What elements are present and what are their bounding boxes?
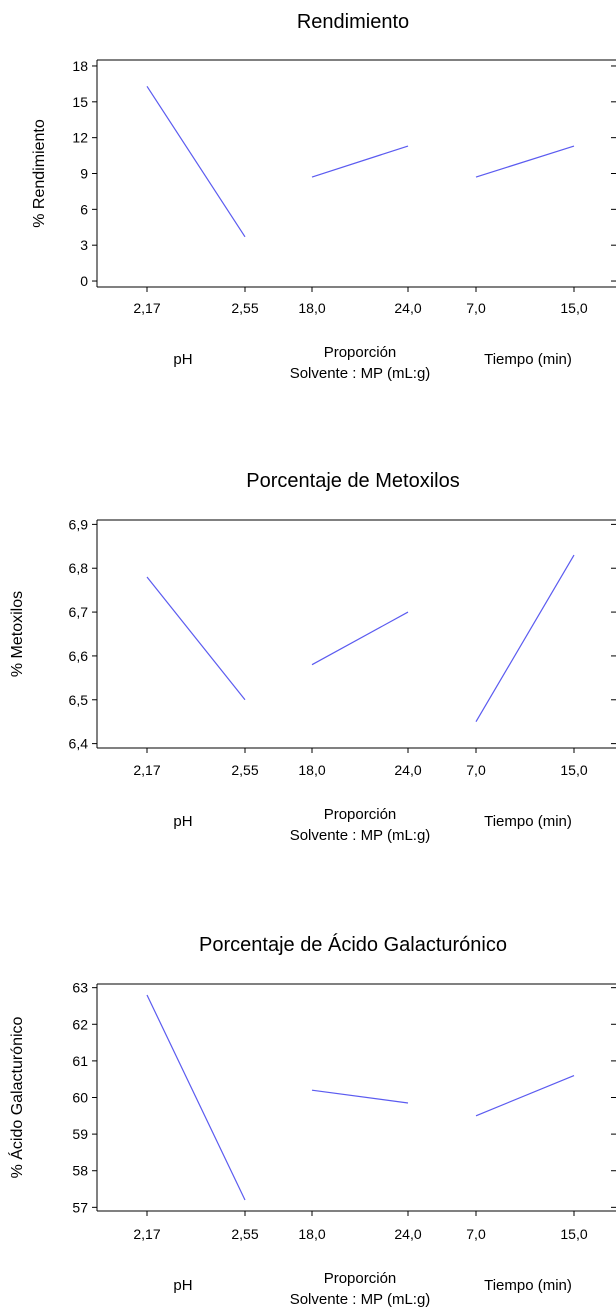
y-tick-label: 63 xyxy=(72,980,88,996)
y-axis-label: % Rendimiento xyxy=(31,119,48,228)
factor-label-tiempo: Tiempo (min) xyxy=(484,813,572,830)
factor-label-proporcion-line1: Proporción xyxy=(324,806,397,823)
x-tick-label: 2,17 xyxy=(133,762,160,778)
effect-line-3 xyxy=(475,1074,575,1117)
y-tick-label: 6,6 xyxy=(69,648,89,664)
x-tick-label: 18,0 xyxy=(298,300,325,316)
effect-line-1 xyxy=(146,85,246,238)
factor-label-proporcion-line1: Proporción xyxy=(324,1270,397,1287)
x-tick-label: 24,0 xyxy=(394,300,421,316)
factor-label-proporcion-line2: Solvente : MP (mL:g) xyxy=(290,365,431,382)
y-tick-label: 58 xyxy=(72,1163,88,1179)
effect-line-2 xyxy=(311,145,409,178)
y-tick-label: 6,8 xyxy=(69,560,89,576)
y-tick-label: 6,7 xyxy=(69,604,89,620)
y-axis-label: % Ácido Galacturónico xyxy=(7,1016,26,1178)
y-tick-label: 60 xyxy=(72,1090,88,1106)
x-tick-label: 2,55 xyxy=(231,762,258,778)
x-tick-label: 7,0 xyxy=(466,1226,486,1242)
factor-label-ph: pH xyxy=(173,813,192,830)
x-tick-label: 2,55 xyxy=(231,300,258,316)
effect-line-2 xyxy=(311,1089,409,1104)
y-tick-label: 0 xyxy=(80,273,88,289)
factor-label-tiempo: Tiempo (min) xyxy=(484,1277,572,1294)
y-tick-label: 61 xyxy=(72,1053,88,1069)
y-tick-label: 6,5 xyxy=(69,692,89,708)
y-tick-label: 6,4 xyxy=(69,736,89,752)
x-tick-label: 18,0 xyxy=(298,762,325,778)
x-tick-label: 18,0 xyxy=(298,1226,325,1242)
factor-label-ph: pH xyxy=(173,1277,192,1294)
y-tick-label: 6,9 xyxy=(69,516,89,532)
y-tick-label: 59 xyxy=(72,1126,88,1142)
effect-line-3 xyxy=(475,554,575,722)
y-tick-label: 57 xyxy=(72,1199,88,1215)
chart-panel-3: Porcentaje de Ácido Galacturónico 57 58 59 6… xyxy=(7,933,616,1308)
effect-line-1 xyxy=(146,994,246,1201)
chart-title: Porcentaje de Metoxilos xyxy=(246,470,459,492)
factor-label-proporcion-line2: Solvente : MP (mL:g) xyxy=(290,1291,431,1308)
x-tick-label: 24,0 xyxy=(394,762,421,778)
y-axis-label: % Metoxilos xyxy=(9,591,26,677)
y-tick-label: 3 xyxy=(80,237,88,253)
x-tick-label: 15,0 xyxy=(560,300,587,316)
y-tick-label: 12 xyxy=(72,130,88,146)
effect-line-1 xyxy=(146,576,246,701)
x-tick-label: 2,17 xyxy=(133,1226,160,1242)
x-tick-label: 2,55 xyxy=(231,1226,258,1242)
factor-label-proporcion-line1: Proporción xyxy=(324,344,397,361)
x-tick-label: 24,0 xyxy=(394,1226,421,1242)
chart-title: Rendimiento xyxy=(297,11,409,33)
x-tick-label: 7,0 xyxy=(466,762,486,778)
chart-title: Porcentaje de Ácido Galacturónico xyxy=(199,933,507,956)
y-tick-label: 6 xyxy=(80,201,88,217)
x-tick-label: 15,0 xyxy=(560,762,587,778)
y-tick-label: 62 xyxy=(72,1016,88,1032)
factor-label-proporcion-line2: Solvente : MP (mL:g) xyxy=(290,827,431,844)
factor-label-tiempo: Tiempo (min) xyxy=(484,351,572,368)
effect-line-3 xyxy=(475,145,575,178)
y-tick-label: 15 xyxy=(72,94,88,110)
x-tick-label: 15,0 xyxy=(560,1226,587,1242)
chart-panel-2: Porcentaje de Metoxilos 6,4 6,5 6,6 6,7 6,8 6,… xyxy=(9,470,616,844)
x-tick-label: 2,17 xyxy=(133,300,160,316)
chart-panel-1: Rendimiento 0 3 6 9 12 15 18 % Rendimiento 2,17 2,… xyxy=(31,11,616,382)
effect-line-2 xyxy=(311,611,409,666)
y-tick-label: 9 xyxy=(80,166,88,182)
y-tick-label: 18 xyxy=(72,58,88,74)
factor-label-ph: pH xyxy=(173,351,192,368)
x-tick-label: 7,0 xyxy=(466,300,486,316)
